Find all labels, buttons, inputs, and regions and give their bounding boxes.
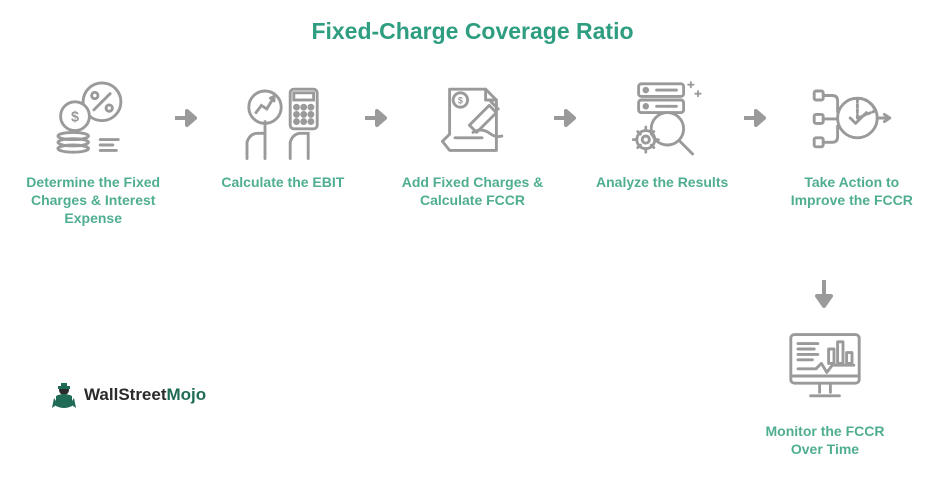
page-title: Fixed-Charge Coverage Ratio — [0, 0, 945, 45]
step-5: Take Action to Improve the FCCR — [779, 73, 925, 209]
arrow-right-icon — [552, 73, 583, 163]
step-3-label: Add Fixed Charges & Calculate FCCR — [399, 173, 545, 209]
monitor-chart-icon — [780, 322, 870, 412]
step-6-label: Monitor the FCCR Over Time — [750, 422, 900, 458]
arrow-right-icon — [172, 73, 203, 163]
coins-percent-icon: $ — [48, 73, 138, 163]
step-5-label: Take Action to Improve the FCCR — [779, 173, 925, 209]
step-2: Calculate the EBIT — [210, 73, 356, 191]
step-4: Analyze the Results — [589, 73, 735, 191]
logo-mark-icon — [50, 380, 78, 410]
server-magnify-gear-icon — [617, 73, 707, 163]
arrow-right-icon — [362, 73, 393, 163]
step-4-label: Analyze the Results — [596, 173, 728, 191]
svg-text:$: $ — [71, 110, 79, 126]
step-3: $ Add Fixed Charges & Calculate FCCR — [399, 73, 545, 209]
arrow-right-icon — [741, 73, 772, 163]
wallstreetmojo-logo: WallStreetMojo — [50, 380, 206, 410]
logo-text: WallStreetMojo — [84, 385, 206, 405]
arrow-down-icon — [812, 278, 836, 314]
svg-text:$: $ — [457, 96, 462, 106]
magnify-chart-calc-icon — [238, 73, 328, 163]
document-sign-icon: $ — [428, 73, 518, 163]
step-1-label: Determine the Fixed Charges & Interest E… — [20, 173, 166, 228]
flow-row: $ Determine the Fixed Charges & Interest… — [0, 73, 945, 228]
pie-check-nodes-icon — [807, 73, 897, 163]
step-6: Monitor the FCCR Over Time — [750, 322, 900, 458]
step-1: $ Determine the Fixed Charges & Interest… — [20, 73, 166, 228]
step-2-label: Calculate the EBIT — [221, 173, 344, 191]
